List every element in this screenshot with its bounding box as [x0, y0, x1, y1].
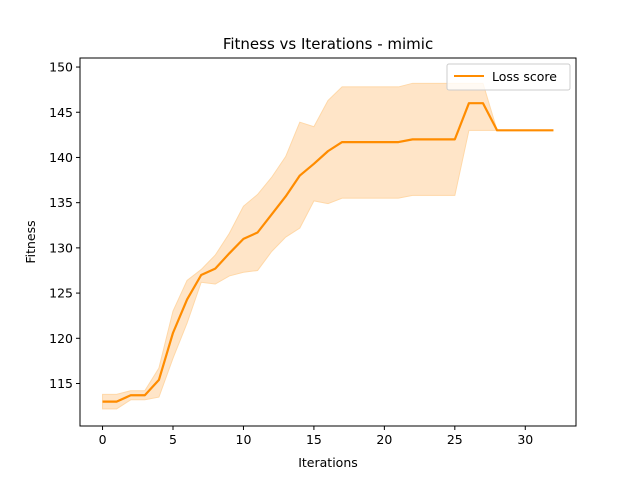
x-tick-label: 0 [99, 432, 107, 447]
y-tick-label: 135 [49, 195, 73, 210]
x-tick-label: 25 [447, 432, 463, 447]
y-tick-label: 140 [49, 150, 73, 165]
y-tick-label: 125 [49, 286, 73, 301]
chart-title: Fitness vs Iterations - mimic [223, 35, 433, 53]
legend-label-loss-score: Loss score [492, 69, 557, 84]
y-axis-title: Fitness [23, 220, 38, 263]
y-tick-label: 115 [49, 376, 73, 391]
y-tick-label: 120 [49, 331, 73, 346]
x-axis-title: Iterations [298, 455, 358, 470]
x-tick-label: 30 [517, 432, 533, 447]
x-tick-label: 15 [306, 432, 322, 447]
plot-layer [102, 82, 554, 410]
tick-layer: 0 5 10 15 20 25 30 115 120 125 130 135 140 145 150 [49, 60, 533, 447]
series-line-loss-score [102, 102, 554, 403]
legend-box [446, 63, 571, 91]
x-tick-label: 20 [376, 432, 392, 447]
plot-frame [79, 57, 577, 427]
y-tick-label: 145 [49, 105, 73, 120]
x-tick-label: 10 [236, 432, 252, 447]
y-tick-label: 130 [49, 240, 73, 255]
x-tick-label: 5 [169, 432, 177, 447]
y-tick-label: 150 [49, 60, 73, 75]
legend: Loss score [446, 63, 571, 91]
